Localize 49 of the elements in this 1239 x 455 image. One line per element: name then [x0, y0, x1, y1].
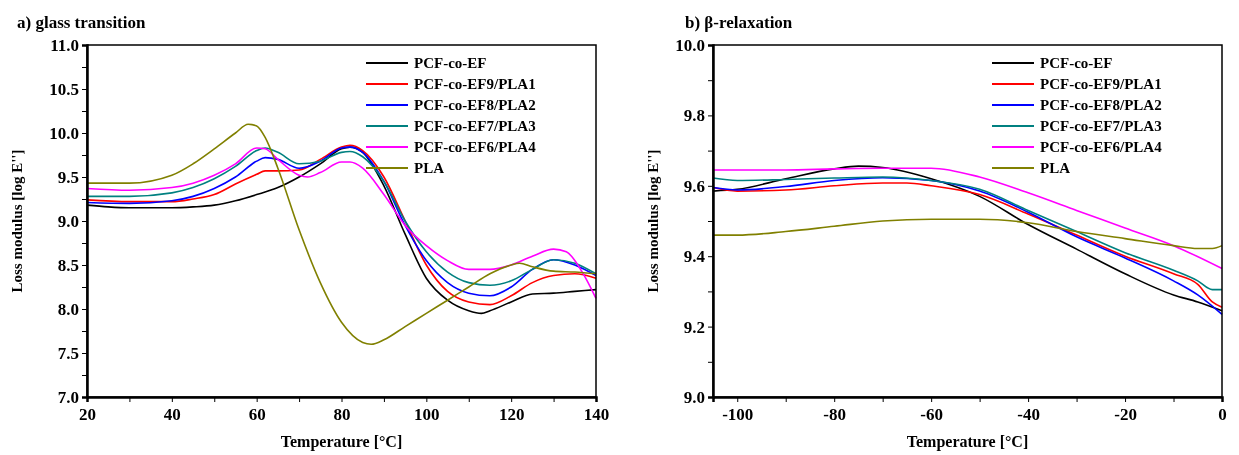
x-tick-label: -40	[1017, 405, 1040, 425]
legend-label: PLA	[414, 160, 445, 176]
x-tick-label: 0	[1218, 405, 1227, 425]
legend-label: PCF-co-EF	[1040, 55, 1113, 71]
legend-label: PCF-co-EF7/PLA3	[414, 118, 536, 134]
y-tick-label: 7.5	[57, 343, 79, 363]
line-series	[86, 123, 597, 345]
x-tick-label: -80	[823, 405, 847, 425]
y-tick-label: 9.4	[683, 247, 706, 267]
chart-title: b) β-relaxation	[685, 13, 793, 32]
legend-label: PCF-co-EF9/PLA1	[414, 76, 536, 92]
x-axis-title: Temperature [°C]	[280, 433, 403, 451]
x-tick-label: 20	[79, 405, 96, 425]
legend-label: PCF-co-EF	[414, 55, 487, 71]
y-tick-label: 9.5	[57, 167, 79, 187]
y-tick-label: 8.5	[57, 255, 79, 275]
y-tick-label: 7.0	[57, 387, 79, 407]
legend-label: PCF-co-EF7/PLA3	[1040, 118, 1162, 134]
legend-label: PCF-co-EF6/PLA4	[414, 139, 537, 155]
line-series	[712, 218, 1223, 250]
y-tick-label: 10.0	[675, 35, 705, 55]
x-tick-label: 140	[583, 405, 610, 425]
y-tick-label: 9.0	[683, 387, 705, 407]
x-tick-label: 100	[414, 405, 440, 425]
line-series	[712, 176, 1223, 291]
x-tick-label: -60	[920, 405, 943, 425]
y-tick-label: 9.2	[683, 317, 705, 337]
y-axis-title: Loss modulus [log E'']	[9, 149, 25, 293]
chart-title: a) glass transition	[17, 13, 146, 32]
x-tick-label: 80	[333, 405, 351, 425]
x-axis-title: Temperature [°C]	[906, 433, 1029, 451]
legend-label: PCF-co-EF6/PLA4	[1040, 139, 1163, 155]
y-tick-label: 10.0	[49, 123, 79, 143]
x-tick-label: -100	[722, 405, 754, 425]
legend-label: PCF-co-EF8/PLA2	[414, 97, 536, 113]
x-tick-label: -20	[1114, 405, 1137, 425]
legend-label: PCF-co-EF9/PLA1	[1040, 76, 1162, 92]
x-tick-label: 40	[163, 405, 181, 425]
y-axis-title: Loss modulus [log E'']	[645, 149, 661, 293]
y-tick-label: 8.0	[57, 299, 79, 319]
y-tick-label: 10.5	[49, 79, 79, 99]
y-tick-label: 9.0	[57, 211, 79, 231]
legend-label: PCF-co-EF8/PLA2	[1040, 97, 1162, 113]
x-tick-label: 60	[248, 405, 266, 425]
y-tick-label: 9.8	[683, 106, 705, 126]
legend-label: PLA	[1040, 160, 1071, 176]
y-tick-label: 9.6	[683, 176, 705, 196]
x-tick-label: 120	[498, 405, 525, 425]
y-tick-label: 11.0	[50, 35, 79, 55]
